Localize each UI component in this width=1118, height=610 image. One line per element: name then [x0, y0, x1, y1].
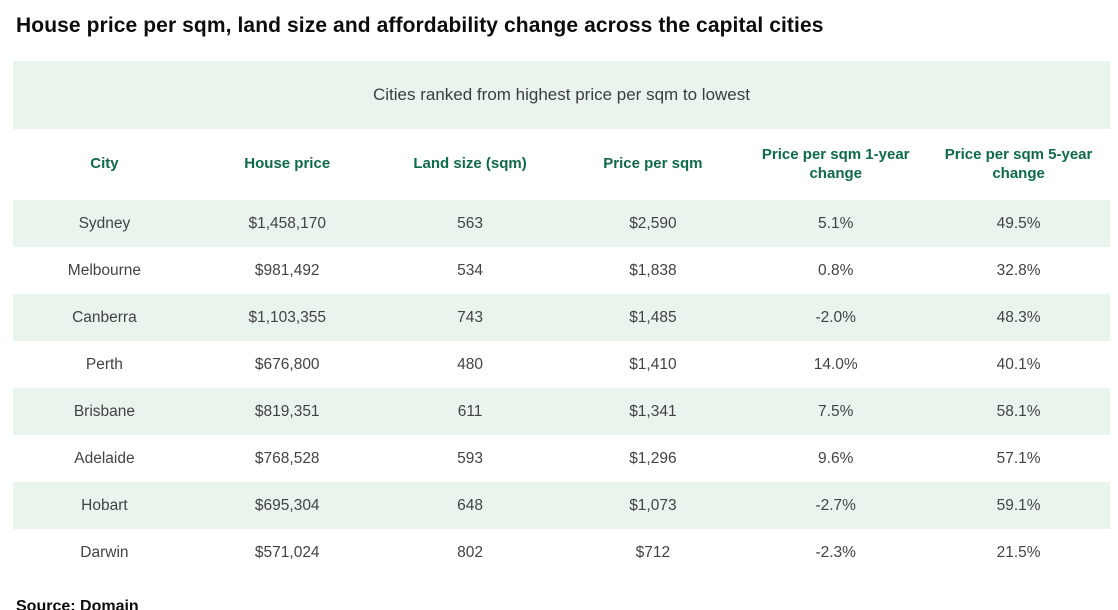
cell-land_size: 534 [378, 247, 562, 294]
cell-price_per_sqm: $1,838 [561, 247, 745, 294]
cell-price_per_sqm: $1,341 [561, 388, 745, 435]
cell-change_1yr: -2.7% [744, 482, 928, 529]
subtitle-text: Cities ranked from highest price per sqm… [373, 85, 750, 104]
table-row-melbourne: Melbourne $981,492 534 $1,838 0.8% 32.8% [13, 247, 1110, 294]
cell-change_5yr: 40.1% [927, 341, 1110, 388]
cell-change_5yr: 58.1% [927, 388, 1110, 435]
cell-house_price: $1,458,170 [195, 200, 379, 247]
chart-page: House price per sqm, land size and affor… [0, 14, 1118, 610]
cell-city: Brisbane [13, 388, 196, 435]
table-row-sydney: Sydney $1,458,170 563 $2,590 5.1% 49.5% [13, 200, 1110, 247]
cell-city: Canberra [13, 294, 196, 341]
cell-land_size: 593 [378, 435, 562, 482]
cell-land_size: 743 [378, 294, 562, 341]
cell-house_price: $571,024 [195, 529, 379, 576]
cell-city: Adelaide [13, 435, 196, 482]
cell-change_1yr: 9.6% [744, 435, 928, 482]
table-row-canberra: Canberra $1,103,355 743 $1,485 -2.0% 48.3% [13, 294, 1110, 341]
cell-city: Darwin [13, 529, 196, 576]
cell-city: Melbourne [13, 247, 196, 294]
column-header-house_price: House price [195, 129, 379, 200]
cell-house_price: $819,351 [195, 388, 379, 435]
column-header-city: City [13, 129, 196, 200]
column-header-price_per_sqm: Price per sqm [561, 129, 745, 200]
cell-land_size: 563 [378, 200, 562, 247]
cell-price_per_sqm: $2,590 [561, 200, 745, 247]
cell-city: Hobart [13, 482, 196, 529]
cell-house_price: $695,304 [195, 482, 379, 529]
house-price-table: City House price Land size (sqm) Price per … [13, 129, 1110, 576]
subtitle-banner: Cities ranked from highest price per sqm… [13, 61, 1110, 129]
table-row-adelaide: Adelaide $768,528 593 $1,296 9.6% 57.1% [13, 435, 1110, 482]
table-row-darwin: Darwin $571,024 802 $712 -2.3% 21.5% [13, 529, 1110, 576]
cell-house_price: $1,103,355 [195, 294, 379, 341]
cell-house_price: $768,528 [195, 435, 379, 482]
cell-change_5yr: 21.5% [927, 529, 1110, 576]
cell-land_size: 611 [378, 388, 562, 435]
cell-change_5yr: 32.8% [927, 247, 1110, 294]
cell-house_price: $676,800 [195, 341, 379, 388]
source-attribution: Source: Domain [16, 598, 139, 610]
table-body: Sydney $1,458,170 563 $2,590 5.1% 49.5% Melbou… [13, 200, 1110, 576]
cell-change_5yr: 48.3% [927, 294, 1110, 341]
cell-change_1yr: 5.1% [744, 200, 928, 247]
cell-price_per_sqm: $1,410 [561, 341, 745, 388]
cell-land_size: 648 [378, 482, 562, 529]
cell-city: Sydney [13, 200, 196, 247]
cell-change_1yr: -2.3% [744, 529, 928, 576]
cell-price_per_sqm: $1,296 [561, 435, 745, 482]
column-header-change_1yr: Price per sqm 1-year change [744, 129, 928, 200]
cell-city: Perth [13, 341, 196, 388]
table-row-perth: Perth $676,800 480 $1,410 14.0% 40.1% [13, 341, 1110, 388]
cell-price_per_sqm: $1,485 [561, 294, 745, 341]
cell-change_5yr: 57.1% [927, 435, 1110, 482]
cell-change_1yr: 0.8% [744, 247, 928, 294]
cell-change_5yr: 49.5% [927, 200, 1110, 247]
table-header: City House price Land size (sqm) Price per … [13, 129, 1110, 200]
cell-land_size: 802 [378, 529, 562, 576]
column-header-land_size: Land size (sqm) [378, 129, 562, 200]
table-row-hobart: Hobart $695,304 648 $1,073 -2.7% 59.1% [13, 482, 1110, 529]
cell-change_1yr: -2.0% [744, 294, 928, 341]
table-header-row: City House price Land size (sqm) Price per … [13, 129, 1110, 200]
column-header-change_5yr: Price per sqm 5-year change [927, 129, 1110, 200]
cell-house_price: $981,492 [195, 247, 379, 294]
cell-price_per_sqm: $712 [561, 529, 745, 576]
cell-change_5yr: 59.1% [927, 482, 1110, 529]
page-title: House price per sqm, land size and affor… [16, 14, 824, 37]
cell-price_per_sqm: $1,073 [561, 482, 745, 529]
cell-land_size: 480 [378, 341, 562, 388]
table-row-brisbane: Brisbane $819,351 611 $1,341 7.5% 58.1% [13, 388, 1110, 435]
cell-change_1yr: 14.0% [744, 341, 928, 388]
cell-change_1yr: 7.5% [744, 388, 928, 435]
